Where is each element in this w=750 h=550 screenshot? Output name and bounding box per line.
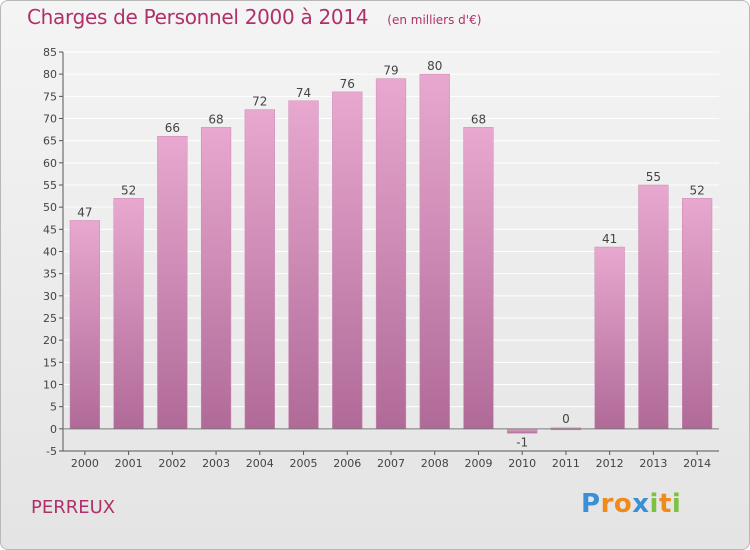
data-label: 72 — [252, 95, 267, 109]
commune-name: PERREUX — [31, 497, 116, 518]
x-tick-label: 2008 — [421, 457, 449, 470]
x-tick-label: 2007 — [377, 457, 405, 470]
logo-letter: i — [649, 489, 659, 519]
data-label: -1 — [516, 435, 528, 449]
bar-2012 — [594, 246, 625, 430]
x-tick-label: 2013 — [639, 457, 667, 470]
data-label: 68 — [471, 112, 486, 126]
proxiti-logo: Proxiti — [581, 489, 681, 519]
data-label: 76 — [340, 77, 355, 91]
y-tick-label: 5 — [50, 401, 57, 414]
y-tick-label: 80 — [43, 68, 57, 81]
bar-2003 — [200, 127, 232, 430]
data-label: 41 — [602, 232, 617, 246]
bar-2006 — [332, 91, 363, 430]
logo-letter: r — [600, 489, 614, 519]
data-label: 74 — [296, 86, 311, 100]
y-tick-label: 10 — [43, 379, 57, 392]
x-tick-label: 2002 — [158, 457, 186, 470]
x-tick-label: 2000 — [71, 457, 99, 470]
logo-letter: P — [581, 489, 601, 519]
y-tick-label: 75 — [43, 90, 57, 103]
x-tick-label: 2009 — [464, 457, 492, 470]
y-tick-label: 85 — [43, 46, 57, 59]
bar-2000 — [69, 220, 100, 430]
logo-letter: i — [671, 489, 682, 519]
chart-title: Charges de Personnel 2000 à 2014 — [27, 5, 369, 29]
bar-2008 — [419, 73, 450, 430]
x-tick-label: 2011 — [552, 457, 580, 470]
x-tick-label: 2012 — [596, 457, 624, 470]
x-tick-label: 2003 — [202, 457, 230, 470]
bar-2007 — [375, 78, 407, 430]
bar-2014 — [682, 198, 713, 430]
y-tick-label: 0 — [50, 423, 57, 436]
y-tick-label: 60 — [43, 157, 57, 170]
y-tick-label: 65 — [43, 135, 57, 148]
y-tick-label: 45 — [43, 223, 57, 236]
bar-2001 — [113, 198, 144, 430]
x-tick-label: 2014 — [683, 457, 711, 470]
data-label: 66 — [165, 121, 180, 135]
data-label: 52 — [689, 183, 704, 197]
data-label: 52 — [121, 183, 136, 197]
chart-subtitle: (en milliers d'€) — [387, 13, 482, 27]
data-label: 68 — [208, 112, 223, 126]
y-tick-label: 35 — [43, 268, 57, 281]
logo-letter: o — [613, 489, 633, 519]
y-tick-label: 15 — [43, 356, 57, 369]
x-tick-label: 2001 — [115, 457, 143, 470]
x-tick-label: 2004 — [246, 457, 274, 470]
bar-2005 — [288, 100, 319, 430]
y-tick-label: 25 — [43, 312, 57, 325]
y-tick-label: -5 — [46, 445, 57, 458]
y-tick-label: 30 — [43, 290, 57, 303]
data-label: 79 — [383, 64, 398, 78]
data-label: 55 — [646, 170, 661, 184]
x-tick-label: 2006 — [333, 457, 361, 470]
title-row: Charges de Personnel 2000 à 2014 (en mil… — [27, 5, 481, 29]
bar-2002 — [157, 135, 188, 430]
logo-letter: t — [658, 489, 672, 519]
data-label: 80 — [427, 59, 442, 73]
bar-2004 — [244, 109, 275, 430]
y-tick-label: 50 — [43, 201, 57, 214]
y-tick-label: 20 — [43, 334, 57, 347]
logo-letter: x — [632, 489, 650, 519]
axes — [59, 51, 719, 455]
bar-2013 — [638, 184, 669, 430]
y-tick-label: 55 — [43, 179, 57, 192]
bar-2010 — [507, 428, 538, 434]
labels: -5 0 5 10 15 20 25 30 35 40 45 50 55 60 65 70 75 80 85 47 20… — [43, 46, 711, 470]
x-tick-label: 2010 — [508, 457, 536, 470]
data-label: 0 — [562, 412, 570, 426]
bars — [69, 73, 713, 434]
y-tick-label: 70 — [43, 113, 57, 126]
y-tick-label: 40 — [43, 246, 57, 259]
x-tick-label: 2005 — [290, 457, 318, 470]
bar-2009 — [463, 127, 494, 430]
data-label: 47 — [77, 205, 92, 219]
